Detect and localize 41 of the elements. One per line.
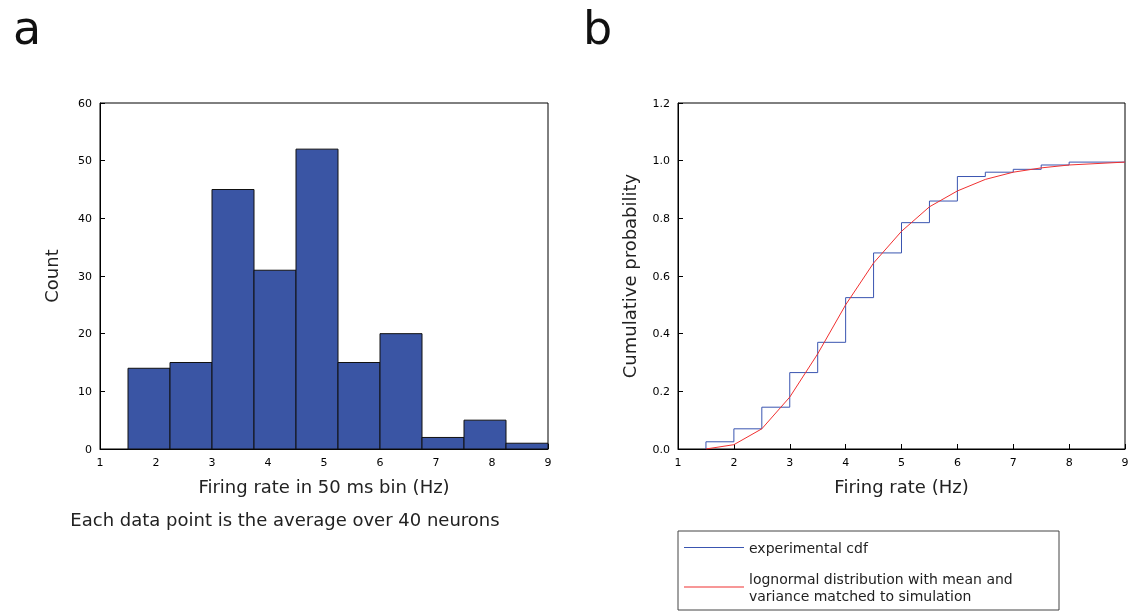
x-tick-label: 3 — [786, 456, 794, 469]
x-tick-label: 7 — [432, 456, 440, 469]
chart-title: b — [583, 1, 613, 55]
x-tick-label: 5 — [898, 456, 905, 469]
x-tick-label: 6 — [953, 456, 961, 469]
y-axis-title: Count — [40, 249, 62, 303]
y-tick-label: 40 — [78, 211, 92, 225]
y-axis-title: Cumulative probability — [618, 173, 640, 379]
y-tick-label: 0.4 — [652, 327, 670, 341]
x-tick-label: 2 — [730, 456, 738, 469]
y-tick-label: 60 — [78, 96, 92, 110]
x-tick-label: 4 — [264, 456, 272, 469]
x-axis-title: Firing rate (Hz) — [834, 475, 969, 497]
x-tick-label: 6 — [376, 456, 384, 469]
x-tick-label: 8 — [488, 456, 496, 469]
y-tick-label: 0 — [85, 442, 92, 456]
x-tick-label: 7 — [1009, 456, 1017, 469]
x-tick-label: 3 — [208, 456, 216, 469]
x-tick-label: 9 — [544, 456, 552, 469]
x-tick-label: 4 — [842, 456, 850, 469]
y-tick-label: 20 — [78, 327, 92, 341]
x-tick-label: 5 — [320, 456, 328, 469]
x-axis-title: Firing rate in 50 ms bin (Hz) — [198, 475, 450, 497]
x-tick-label: 2 — [152, 456, 160, 469]
x-tick-label: 1 — [96, 456, 104, 469]
y-tick-label: 0.0 — [652, 442, 670, 456]
y-tick-label: 0.8 — [652, 211, 670, 225]
y-tick-label: 1.0 — [652, 154, 670, 168]
legend-label: lognormal distribution with mean and variance matched to simulation — [749, 570, 1018, 604]
legend-label: experimental cdf — [749, 539, 869, 556]
y-tick-label: 50 — [78, 154, 92, 168]
x-tick-label: 1 — [674, 456, 682, 469]
y-tick-label: 0.6 — [652, 269, 670, 283]
y-tick-label: 30 — [78, 269, 92, 283]
y-tick-label: 10 — [78, 384, 92, 398]
text: Each data point is the average over 40 neurons — [70, 508, 500, 530]
y-tick-label: 0.2 — [652, 384, 670, 398]
x-tick-label: 9 — [1121, 456, 1129, 469]
y-tick-label: 1.2 — [652, 96, 670, 110]
x-tick-label: 8 — [1065, 456, 1073, 469]
chart-title: a — [13, 1, 42, 55]
